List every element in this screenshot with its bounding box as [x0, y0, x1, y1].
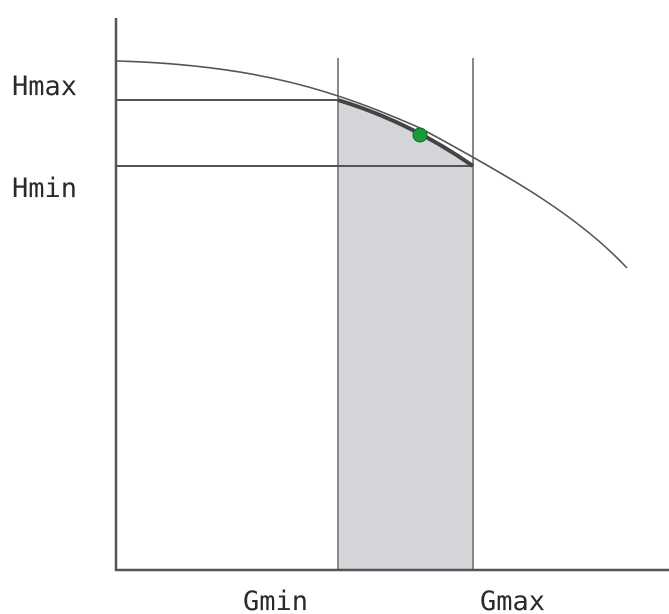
h-min-label: Hmin: [12, 173, 77, 204]
g-min-label: Gmin: [243, 586, 308, 614]
g-max-label: Gmax: [480, 586, 545, 614]
operating-curve-segment: [337, 98, 475, 168]
operating-point: [412, 127, 428, 143]
operating-region: [338, 100, 473, 570]
h-max-label: Hmax: [12, 71, 77, 102]
